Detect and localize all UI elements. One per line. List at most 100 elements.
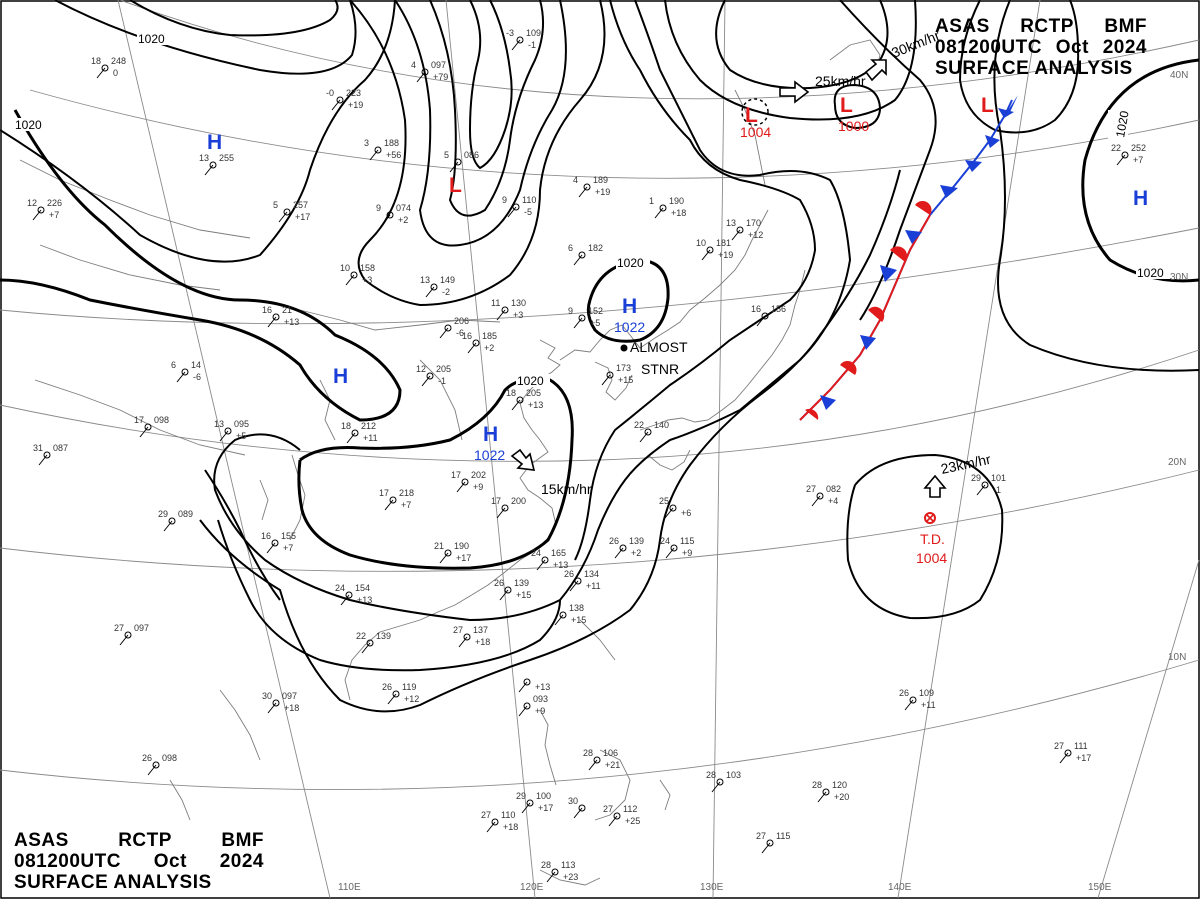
wind-barb [499, 589, 509, 601]
station-plot: 4 189 +19 [573, 175, 610, 197]
station-circle [504, 586, 512, 594]
wind-barb [518, 681, 528, 693]
station-pressure: 21 [282, 305, 292, 315]
station-plot: 9 074 +2 [376, 203, 411, 225]
station-tendency: -5 [524, 207, 532, 217]
wind-barb [496, 309, 506, 321]
header-station: RCTP [118, 830, 172, 851]
wind-barb [817, 791, 827, 803]
station-plot: 27 110 +18 [481, 810, 518, 832]
station-pressure: 206 [454, 316, 469, 326]
wind-barb [266, 542, 276, 554]
station-plot: 173+15 [616, 363, 633, 385]
wind-barb [204, 164, 214, 176]
header-station: RCTP [1020, 16, 1074, 37]
station-temperature: 13 [726, 218, 736, 228]
wind-barb [176, 371, 186, 383]
station-circle [1121, 151, 1129, 159]
station-pressure: 110 [501, 810, 515, 820]
station-circle [606, 371, 614, 379]
low-center-value: 1000 [838, 118, 869, 134]
station-temperature: 26 [382, 682, 392, 692]
station-circle [559, 611, 567, 619]
station-temperature: 13 [214, 419, 224, 429]
station-circle [578, 804, 586, 812]
latitude-label: 40N [1170, 70, 1188, 81]
station-pressure: 086 [464, 150, 479, 160]
station-tendency: +13 [553, 560, 568, 570]
header-title: SURFACE ANALYSIS [935, 58, 1133, 79]
station-plot: 27 082 +4 [806, 484, 841, 506]
station-plot: 27 111 +17 [1054, 741, 1091, 763]
wind-barb [267, 316, 277, 328]
high-center-value: 1022 [614, 319, 645, 335]
station-circle [501, 306, 509, 314]
station-pressure: 182 [588, 243, 603, 253]
wind-barb [711, 781, 721, 793]
station-tendency: +19 [718, 250, 733, 260]
station-circle [523, 678, 531, 686]
station-circle [463, 633, 471, 641]
station-tendency: +3 [513, 310, 523, 320]
station-plot: 16 156 [751, 304, 786, 314]
station-circle [271, 539, 279, 547]
station-circle [444, 324, 452, 332]
isobar-label: 1020 [1113, 109, 1131, 138]
wind-barb [639, 431, 649, 443]
station-plot: -3 109 -1 [506, 28, 541, 50]
wind-barb [384, 499, 394, 511]
wind-barb [554, 614, 564, 626]
wind-barb [345, 274, 355, 286]
station-circle [659, 204, 667, 212]
low-dashed-circle [741, 98, 769, 126]
station-plot: 13 170 +12 [726, 218, 763, 240]
station-plot: 12 226 +7 [27, 198, 62, 220]
station-tendency: +15 [516, 590, 531, 600]
station-circle [822, 788, 830, 796]
station-pressure: 113 [561, 860, 575, 870]
wind-barb [96, 67, 106, 79]
wind-barb [756, 315, 766, 327]
wind-barb [346, 432, 356, 444]
weather-front [799, 95, 1018, 421]
station-circle [578, 314, 586, 322]
station-circle [574, 577, 582, 585]
station-temperature: 18 [91, 56, 101, 66]
station-pressure: 103 [726, 770, 741, 780]
station-temperature: -0 [326, 88, 334, 98]
station-pressure: 110 [522, 195, 536, 205]
station-pressure: 155 [281, 531, 296, 541]
station-circle [430, 283, 438, 291]
station-tendency: +18 [475, 637, 490, 647]
motion-arrows [510, 59, 947, 498]
station-circle [501, 504, 509, 512]
station-tendency: +79 [433, 72, 448, 82]
station-temperature: 6 [568, 243, 573, 253]
wind-barb [536, 559, 546, 571]
station-tendency: -1 [438, 376, 446, 386]
station-circle [461, 478, 469, 486]
wind-barb [1116, 154, 1126, 166]
station-tendency: -2 [442, 287, 450, 297]
station-plot: 4 097 +79 [411, 60, 448, 82]
wind-barb [32, 209, 42, 221]
low-center-value: 1004 [740, 124, 771, 140]
station-temperature: 27 [756, 831, 766, 841]
station-plot: 18 212 +11 [341, 421, 378, 443]
tropical-depression: T.D. 1004 [916, 531, 947, 566]
low-center-label: L [840, 94, 853, 117]
motion-arrow-se [510, 448, 536, 471]
station-temperature: 27 [114, 623, 124, 633]
station-circle [523, 702, 531, 710]
station-tendency: +5 [236, 431, 246, 441]
station-temperature: 12 [416, 364, 426, 374]
high-center-label: H [622, 295, 637, 318]
station-temperature: 31 [33, 443, 43, 453]
station-pressure: 255 [219, 153, 234, 163]
wind-barb [147, 764, 157, 776]
station-pressure: 189 [593, 175, 608, 185]
station-circle [366, 639, 374, 647]
station-plot: 26 139 +2 [609, 536, 644, 558]
station-circle [816, 492, 824, 500]
